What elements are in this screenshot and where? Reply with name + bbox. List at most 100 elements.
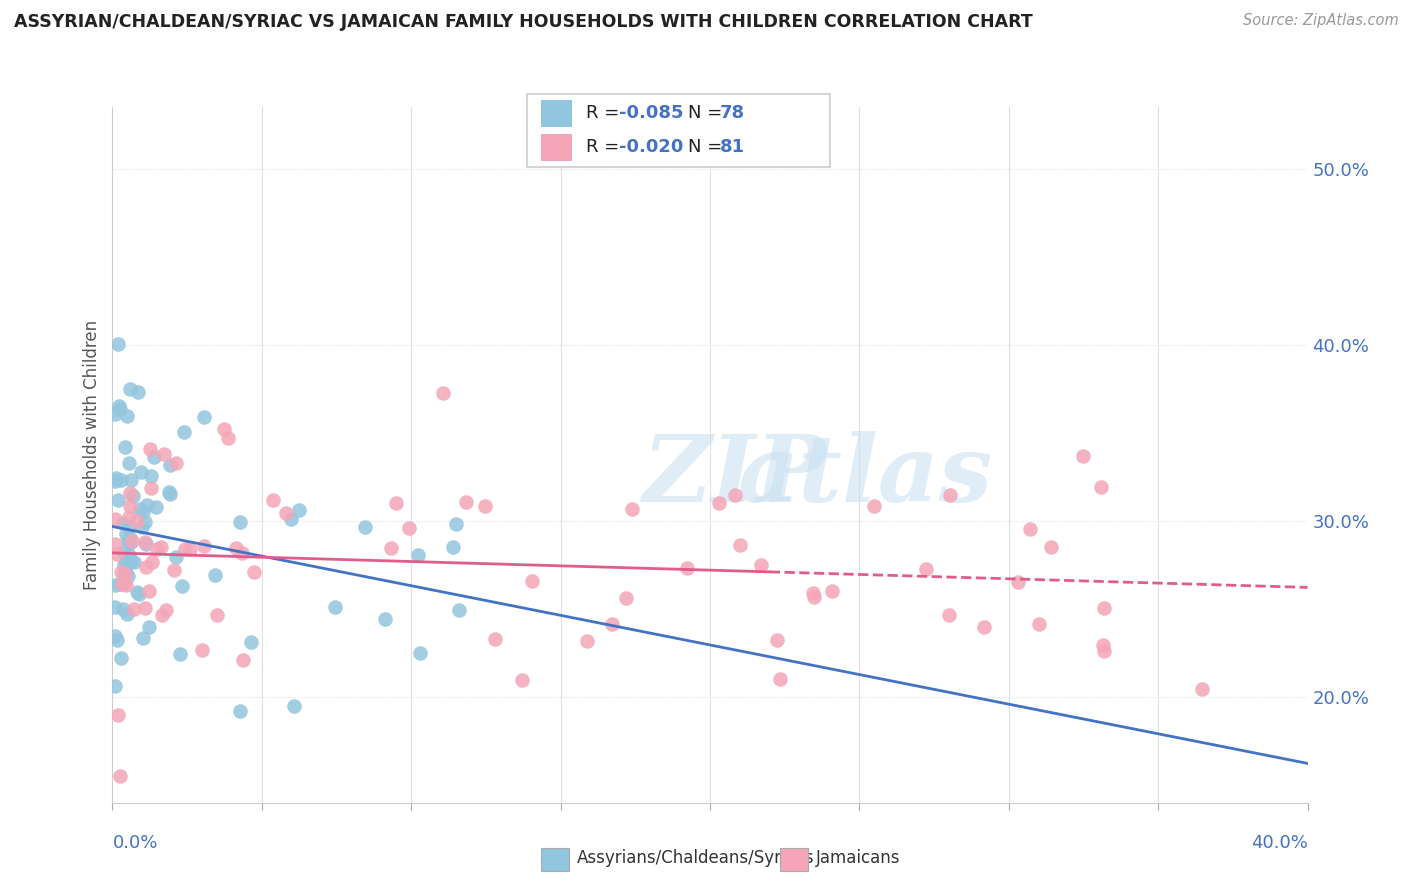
Point (121, 533, 143, 548)
Point (484, 632, 506, 646)
Point (620, 502, 643, 516)
Point (323, 599, 346, 614)
Point (354, 520, 377, 534)
Point (114, 527, 136, 541)
Point (1091, 638, 1114, 652)
Point (766, 632, 789, 647)
Point (380, 541, 402, 556)
Point (110, 565, 132, 579)
Point (520, 574, 543, 588)
Point (141, 469, 163, 483)
Point (801, 586, 824, 600)
Point (159, 458, 181, 472)
Point (132, 505, 155, 519)
Point (152, 607, 174, 622)
Point (117, 534, 139, 549)
Point (111, 577, 134, 591)
Point (120, 531, 142, 545)
Point (207, 607, 229, 622)
Point (385, 496, 408, 510)
Point (134, 601, 156, 615)
Point (111, 516, 134, 530)
Point (112, 602, 135, 616)
Point (118, 548, 141, 562)
Point (127, 385, 149, 400)
Text: 0.0%: 0.0% (112, 834, 157, 852)
Point (409, 647, 432, 661)
Point (115, 555, 138, 569)
Text: -0.020: -0.020 (619, 138, 683, 156)
Text: ASSYRIAN/CHALDEAN/SYRIAC VS JAMAICAN FAMILY HOUSEHOLDS WITH CHILDREN CORRELATION: ASSYRIAN/CHALDEAN/SYRIAC VS JAMAICAN FAM… (14, 13, 1033, 31)
Point (117, 456, 139, 470)
Point (112, 575, 135, 590)
Point (128, 502, 150, 516)
Point (110, 474, 132, 488)
Text: N =: N = (688, 138, 727, 156)
Point (104, 629, 127, 643)
Text: N =: N = (688, 104, 727, 122)
Point (108, 577, 131, 591)
Point (276, 506, 298, 520)
Point (165, 456, 187, 470)
Point (510, 673, 533, 687)
Point (212, 422, 235, 436)
Y-axis label: Family Households with Children: Family Households with Children (83, 320, 101, 590)
Point (114, 566, 136, 580)
Point (115, 554, 138, 568)
Point (104, 407, 127, 421)
Point (134, 534, 156, 549)
Point (1071, 449, 1094, 463)
Point (169, 647, 191, 661)
Point (139, 442, 162, 457)
Point (157, 485, 180, 500)
Point (138, 620, 160, 634)
Point (441, 541, 464, 555)
Point (135, 560, 157, 574)
Point (240, 635, 263, 649)
Text: 40.0%: 40.0% (1251, 834, 1308, 852)
Text: Jamaicans: Jamaicans (815, 849, 900, 867)
Point (575, 634, 598, 648)
Point (803, 591, 825, 605)
Point (108, 401, 131, 416)
Point (915, 562, 938, 576)
Point (449, 603, 471, 617)
Point (749, 558, 772, 572)
Point (709, 495, 731, 509)
Point (121, 489, 143, 503)
Point (1040, 540, 1063, 554)
Point (107, 337, 129, 351)
Point (193, 409, 215, 424)
Point (1090, 479, 1112, 493)
Point (143, 450, 166, 465)
Point (432, 386, 454, 401)
Point (262, 493, 284, 508)
Point (374, 612, 396, 626)
Point (616, 591, 638, 605)
Point (114, 562, 136, 576)
Point (115, 607, 138, 622)
Point (146, 541, 169, 556)
Point (173, 541, 195, 556)
Point (172, 579, 194, 593)
Point (1092, 600, 1115, 615)
Point (112, 558, 135, 572)
Point (166, 550, 188, 565)
Point (193, 539, 215, 553)
Point (406, 548, 429, 562)
Point (179, 542, 201, 557)
Point (973, 620, 995, 634)
Point (204, 567, 226, 582)
Point (769, 673, 792, 687)
Point (107, 493, 129, 508)
Point (145, 500, 167, 515)
Point (120, 553, 142, 567)
Point (191, 643, 214, 657)
Point (217, 431, 239, 445)
Point (125, 585, 148, 599)
Point (104, 679, 127, 693)
Point (104, 536, 127, 550)
Point (141, 555, 163, 569)
Point (132, 631, 155, 645)
Point (474, 500, 496, 514)
